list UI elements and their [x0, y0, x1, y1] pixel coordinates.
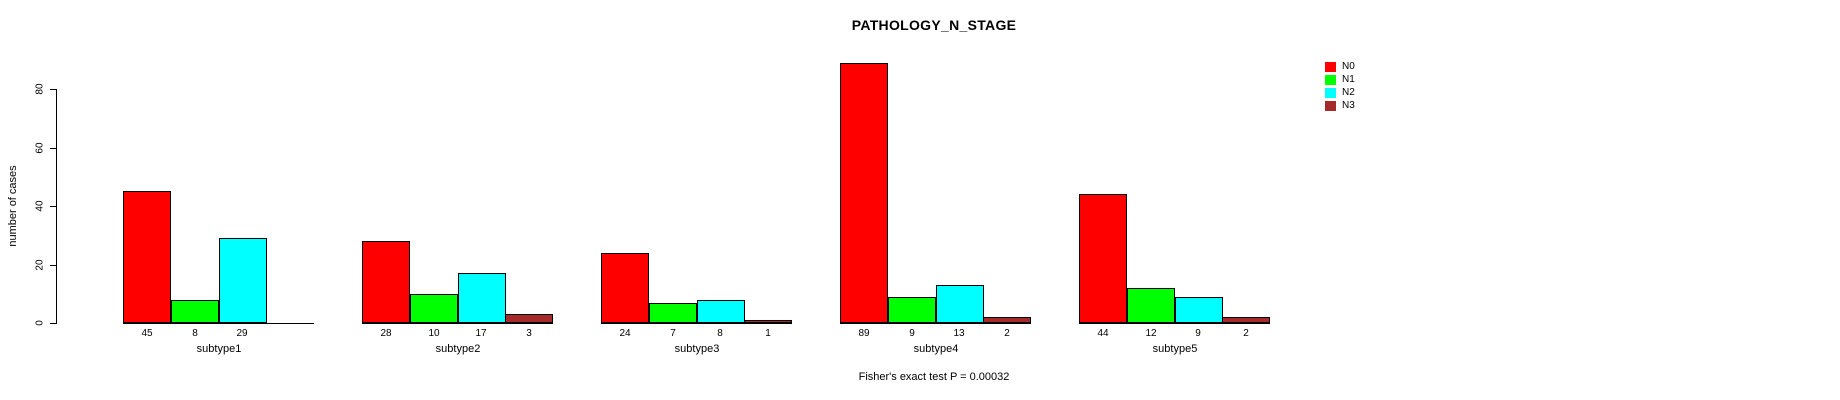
- bar-value-N2-subtype3: 8: [717, 328, 723, 339]
- bar-value-N0-subtype3: 24: [619, 328, 631, 339]
- bar-N1-subtype5: [1127, 288, 1175, 323]
- bar-N1-subtype4: [888, 297, 936, 323]
- bar-value-N2-subtype4: 13: [953, 328, 965, 339]
- chart-title: PATHOLOGY_N_STAGE: [851, 17, 1017, 33]
- bar-value-N1-subtype3: 7: [670, 328, 676, 339]
- y-tick-label: 80: [34, 83, 46, 95]
- category-label-subtype3: subtype3: [674, 343, 720, 355]
- bar-N0-subtype1: [123, 191, 171, 323]
- group-baseline: [840, 323, 1031, 324]
- bar-value-N2-subtype1: 29: [236, 328, 248, 339]
- y-tick-label: 20: [34, 259, 46, 271]
- legend: N0 N1 N2 N3: [1325, 62, 1355, 114]
- category-label-subtype4: subtype4: [913, 343, 959, 355]
- bar-value-N1-subtype2: 10: [428, 328, 440, 339]
- bar-value-N0-subtype2: 28: [380, 328, 392, 339]
- bar-N1-subtype1: [171, 300, 219, 323]
- y-axis-line: [56, 89, 57, 324]
- legend-item-N2: N2: [1325, 88, 1355, 99]
- fisher-test-annotation: Fisher's exact test P = 0.00032: [858, 371, 1010, 383]
- legend-label-N1: N1: [1342, 74, 1355, 86]
- bar-N2-subtype3: [697, 300, 745, 323]
- y-tick-mark: [50, 206, 56, 207]
- bar-value-N0-subtype5: 44: [1097, 328, 1109, 339]
- group-baseline: [362, 323, 553, 324]
- bar-value-N1-subtype1: 8: [192, 328, 198, 339]
- bar-N0-subtype5: [1079, 194, 1127, 323]
- bar-value-N0-subtype1: 45: [141, 328, 153, 339]
- bar-N2-subtype4: [936, 285, 984, 323]
- group-baseline: [601, 323, 792, 324]
- legend-item-N1: N1: [1325, 75, 1355, 86]
- y-axis-label: number of cases: [7, 165, 19, 247]
- y-tick-mark: [50, 265, 56, 266]
- legend-item-N3: N3: [1325, 101, 1355, 112]
- category-label-subtype2: subtype2: [435, 343, 481, 355]
- bar-value-N3-subtype3: 1: [765, 328, 771, 339]
- bar-N3-subtype3: [744, 320, 792, 323]
- bar-N0-subtype2: [362, 241, 410, 323]
- y-tick-mark: [50, 89, 56, 90]
- bar-value-N2-subtype2: 17: [475, 328, 487, 339]
- bar-value-N3-subtype2: 3: [526, 328, 532, 339]
- bar-N0-subtype4: [840, 63, 888, 323]
- legend-swatch-N1: [1325, 75, 1336, 86]
- bar-N3-subtype5: [1222, 317, 1270, 323]
- y-tick-label: 60: [34, 142, 46, 154]
- bar-value-N3-subtype4: 2: [1004, 328, 1010, 339]
- legend-swatch-N3: [1325, 101, 1336, 112]
- legend-label-N3: N3: [1342, 100, 1355, 112]
- bar-N0-subtype3: [601, 253, 649, 323]
- group-baseline: [123, 323, 314, 324]
- bar-N3-subtype2: [505, 314, 553, 323]
- bar-N1-subtype3: [649, 303, 697, 323]
- bar-value-N0-subtype4: 89: [858, 328, 870, 339]
- bar-value-N3-subtype5: 2: [1243, 328, 1249, 339]
- bar-value-N2-subtype5: 9: [1195, 328, 1201, 339]
- y-tick-label: 40: [34, 200, 46, 212]
- category-label-subtype1: subtype1: [196, 343, 242, 355]
- bar-value-N1-subtype5: 12: [1145, 328, 1157, 339]
- bar-N3-subtype4: [983, 317, 1031, 323]
- legend-swatch-N0: [1325, 62, 1336, 73]
- bar-N2-subtype1: [219, 238, 267, 323]
- bar-value-N1-subtype4: 9: [909, 328, 915, 339]
- y-tick-label: 0: [34, 320, 46, 326]
- y-tick-mark: [50, 148, 56, 149]
- bar-N2-subtype5: [1175, 297, 1223, 323]
- bar-N1-subtype2: [410, 294, 458, 323]
- y-tick-mark: [50, 323, 56, 324]
- legend-label-N0: N0: [1342, 61, 1355, 73]
- bar-N2-subtype2: [458, 273, 506, 323]
- group-baseline: [1079, 323, 1270, 324]
- legend-swatch-N2: [1325, 88, 1336, 99]
- legend-item-N0: N0: [1325, 62, 1355, 73]
- legend-label-N2: N2: [1342, 87, 1355, 99]
- category-label-subtype5: subtype5: [1152, 343, 1198, 355]
